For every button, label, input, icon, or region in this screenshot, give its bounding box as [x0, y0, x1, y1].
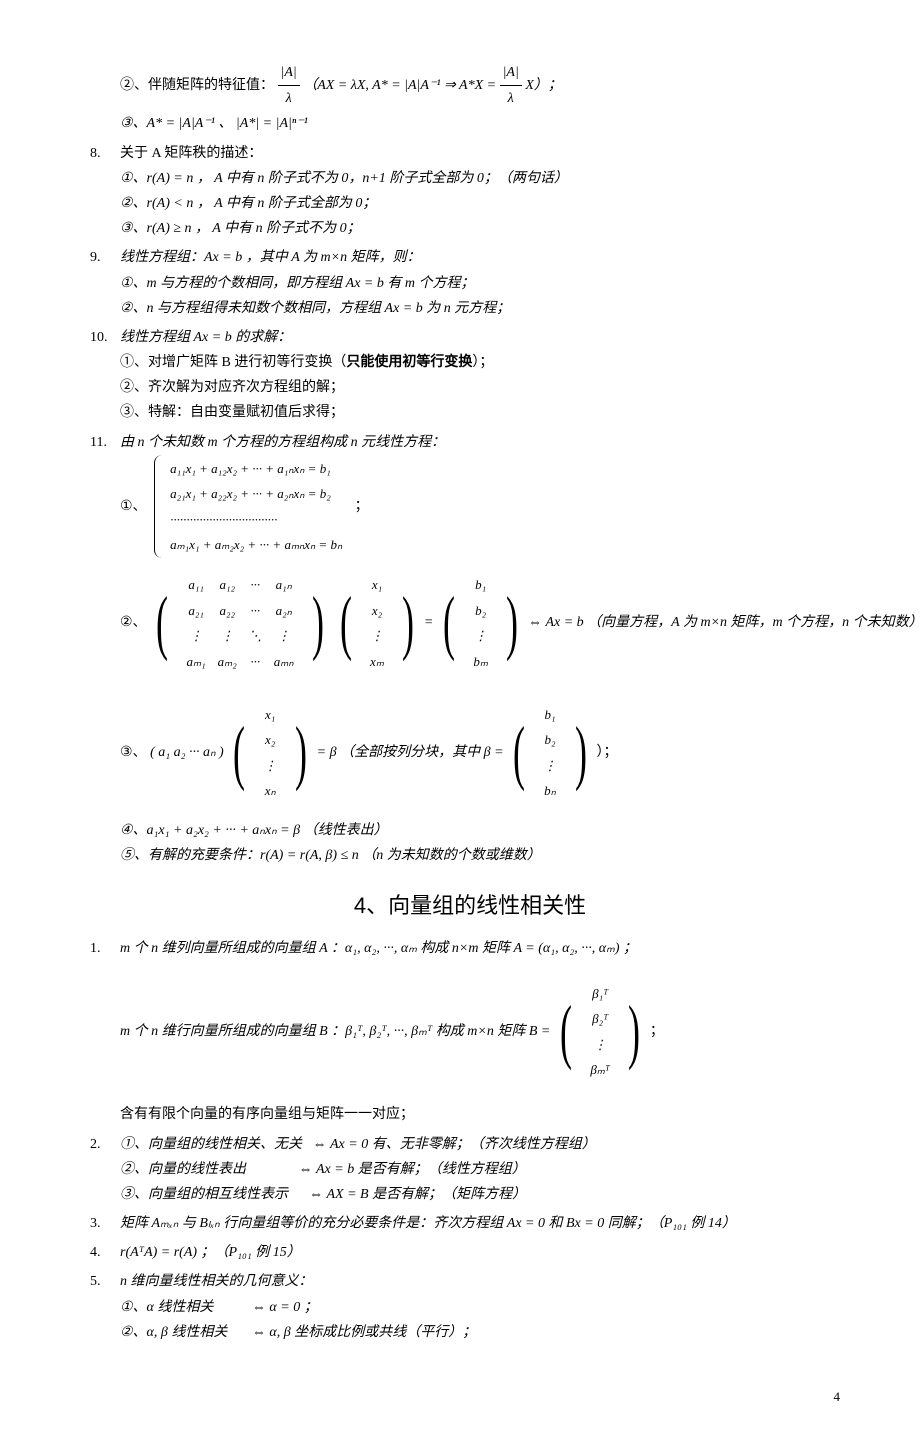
math-text: X）； [522, 78, 562, 93]
subline: 含有有限个向量的有序向量组与矩阵一一对应； [120, 1102, 850, 1127]
item-number: 2. [90, 1132, 120, 1157]
subline: ③、向量组的相互线性表示 ⇔ AX = B 是否有解；（矩阵方程） [120, 1182, 850, 1207]
subline: ②、n 与方程组得未知数个数相同，方程组 Ax = b 为 n 元方程； [120, 296, 850, 321]
bold-text: 只能使用初等行变换 [346, 355, 472, 370]
item-10: 10. 线性方程组 Ax = b 的求解： ①、对增广矩阵 B 进行初等行变换（… [90, 325, 850, 426]
math-text: （AX = λX, A* = |A|A⁻¹ ⇒ A*X = [303, 78, 499, 93]
subline: ①、对增广矩阵 B 进行初等行变换（只能使用初等行变换）； [120, 350, 850, 375]
item-number: 8. [90, 141, 120, 166]
vector-x: x₁x₂⋮xₘ [361, 571, 393, 675]
subline: ②、向量的线性表出 ⇔ Ax = b 是否有解；（线性方程组） [120, 1157, 850, 1182]
item-number: 4. [90, 1240, 120, 1265]
item-number: 10. [90, 325, 120, 350]
item-head: 线性方程组 Ax = b 的求解： [120, 325, 850, 350]
s-item-2: 2. ①、向量组的线性相关、无关 ⇔ Ax = 0 有、无非零解；（齐次线性方程… [90, 1132, 850, 1208]
subline: ⑤、有解的充要条件：r(A) = r(A, β) ≤ n （n 为未知数的个数或… [120, 843, 920, 868]
subline: r(AᵀA) = r(A) ；（P₁₀₁ 例 15） [120, 1240, 850, 1265]
subline: ②、r(A) < n ， A 中有 n 阶子式全部为 0； [120, 191, 850, 216]
line-adjoint-eigenvalue: ②、伴随矩阵的特征值： |A|λ （AX = λX, A* = |A|A⁻¹ ⇒… [120, 60, 850, 111]
subline: ④、a₁x₁ + a₂x₂ + ··· + aₙxₙ = β （线性表出） [120, 818, 920, 843]
s-item-5: 5. n 维向量线性相关的几何意义： ①、α 线性相关 ⇔ α = 0 ； ②、… [90, 1269, 850, 1345]
item-8: 8. 关于 A 矩阵秩的描述： ①、r(A) = n ， A 中有 n 阶子式不… [90, 141, 850, 242]
fraction: |A|λ [278, 60, 300, 111]
item-number: 3. [90, 1211, 120, 1236]
vector-b: b₁b₂⋮bₘ [464, 571, 497, 675]
subline: m 个 n 维列向量所组成的向量组 A ：α₁, α₂, ···, αₘ 构成 … [120, 936, 850, 961]
subline: ①、α 线性相关 ⇔ α = 0 ； [120, 1295, 850, 1320]
item-number: 11. [90, 430, 120, 455]
page-number: 4 [90, 1385, 850, 1408]
subline-system: ①、 a₁₁x₁ + a₁₂x₂ + ··· + a₁ₙxₙ = b₁ a₂₁x… [120, 455, 920, 559]
item-head: 由 n 个未知数 m 个方程的方程组构成 n 元线性方程： [120, 430, 920, 455]
fraction: |A|λ [500, 60, 522, 111]
subline: ③、特解：自由变量赋初值后求得； [120, 400, 850, 425]
item-head: n 维向量线性相关的几何意义： [120, 1269, 850, 1294]
subline: m 个 n 维行向量所组成的向量组 B ：β₁ᵀ, β₂ᵀ, ···, βₘᵀ … [120, 967, 850, 1097]
vector-beta: β₁ᵀβ₂ᵀ⋮βₘᵀ [581, 980, 619, 1084]
item-head: 关于 A 矩阵秩的描述： [120, 141, 850, 166]
item-number: 9. [90, 245, 120, 270]
matrix-a: a₁₁a₁₂···a₁ₙ a₂₁a₂₂···a₂ₙ ⋮⋮⋱⋮ aₘ₁aₘ₂···… [178, 571, 303, 675]
subline: ③、r(A) ≥ n ， A 中有 n 阶子式不为 0； [120, 216, 850, 241]
section-title: 4、向量组的线性相关性 [90, 886, 850, 926]
item-number: 1. [90, 936, 120, 961]
item-9: 9. 线性方程组：Ax = b ，其中 A 为 m×n 矩阵，则： ①、m 与方… [90, 245, 850, 321]
subline-block-vec: ③、 ( a₁ a₂ ··· aₙ ) ( x₁x₂⋮xₙ ) = β （全部按… [120, 688, 920, 818]
subline: ①、向量组的线性相关、无关 ⇔ Ax = 0 有、无非零解；（齐次线性方程组） [120, 1132, 850, 1157]
vector-b2: b₁b₂⋮bₙ [535, 701, 566, 805]
s-item-1: 1. m 个 n 维列向量所组成的向量组 A ：α₁, α₂, ···, αₘ … [90, 936, 850, 1128]
subline: ②、齐次解为对应齐次方程组的解； [120, 375, 850, 400]
item-11: 11. 由 n 个未知数 m 个方程的方程组构成 n 元线性方程： ①、 a₁₁… [90, 430, 850, 868]
subline: ②、α, β 线性相关 ⇔ α, β 坐标成比例或共线（平行）； [120, 1320, 850, 1345]
s-item-4: 4. r(AᵀA) = r(A) ；（P₁₀₁ 例 15） [90, 1240, 850, 1265]
item-head: 线性方程组：Ax = b ，其中 A 为 m×n 矩阵，则： [120, 245, 850, 270]
subline: ①、r(A) = n ， A 中有 n 阶子式不为 0，n+1 阶子式全部为 0… [120, 166, 850, 191]
s-item-3: 3. 矩阵 Aₘₓₙ 与 Bₗₓₙ 行向量组等价的充分必要条件是：齐次方程组 A… [90, 1211, 850, 1236]
subline: ①、m 与方程的个数相同，即方程组 Ax = b 有 m 个方程； [120, 271, 850, 296]
equation-system: a₁₁x₁ + a₁₂x₂ + ··· + a₁ₙxₙ = b₁ a₂₁x₁ +… [161, 455, 351, 559]
text: ②、伴随矩阵的特征值： [120, 78, 274, 93]
item-number: 5. [90, 1269, 120, 1294]
line-adjoint-formula: ③、A* = |A|A⁻¹ 、 |A*| = |A|ⁿ⁻¹ [120, 111, 850, 136]
vector-x2: x₁x₂⋮xₙ [255, 701, 286, 805]
subline-matrix-eq: ②、 ( a₁₁a₁₂···a₁ₙ a₂₁a₂₂···a₂ₙ ⋮⋮⋱⋮ aₘ₁a… [120, 558, 920, 688]
subline: 矩阵 Aₘₓₙ 与 Bₗₓₙ 行向量组等价的充分必要条件是：齐次方程组 Ax =… [120, 1211, 850, 1236]
